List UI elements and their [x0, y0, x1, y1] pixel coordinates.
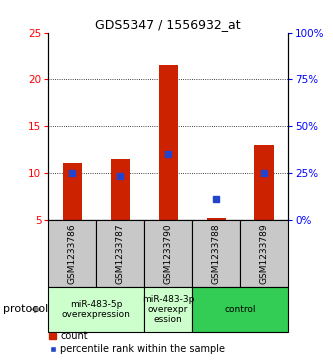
- Bar: [48, 220, 96, 287]
- Bar: [48, 287, 144, 332]
- Text: miR-483-3p
overexpr
ession: miR-483-3p overexpr ession: [142, 294, 194, 325]
- Bar: [192, 220, 240, 287]
- Text: protocol: protocol: [3, 305, 49, 314]
- Text: GSM1233790: GSM1233790: [164, 223, 173, 284]
- Bar: [111, 159, 130, 220]
- Text: GSM1233787: GSM1233787: [116, 223, 125, 284]
- Bar: [192, 287, 288, 332]
- Bar: [240, 220, 288, 287]
- Text: control: control: [224, 305, 256, 314]
- Bar: [96, 220, 144, 287]
- Bar: [144, 220, 192, 287]
- Text: GSM1233786: GSM1233786: [68, 223, 77, 284]
- Bar: [206, 218, 226, 220]
- Text: miR-483-5p
overexpression: miR-483-5p overexpression: [62, 300, 131, 319]
- Bar: [63, 163, 82, 220]
- Text: GSM1233789: GSM1233789: [259, 223, 269, 284]
- Title: GDS5347 / 1556932_at: GDS5347 / 1556932_at: [95, 19, 241, 32]
- Bar: [254, 145, 274, 220]
- Text: GSM1233788: GSM1233788: [211, 223, 221, 284]
- Bar: [159, 65, 178, 220]
- Bar: [144, 287, 192, 332]
- Legend: count, percentile rank within the sample: count, percentile rank within the sample: [45, 327, 229, 358]
